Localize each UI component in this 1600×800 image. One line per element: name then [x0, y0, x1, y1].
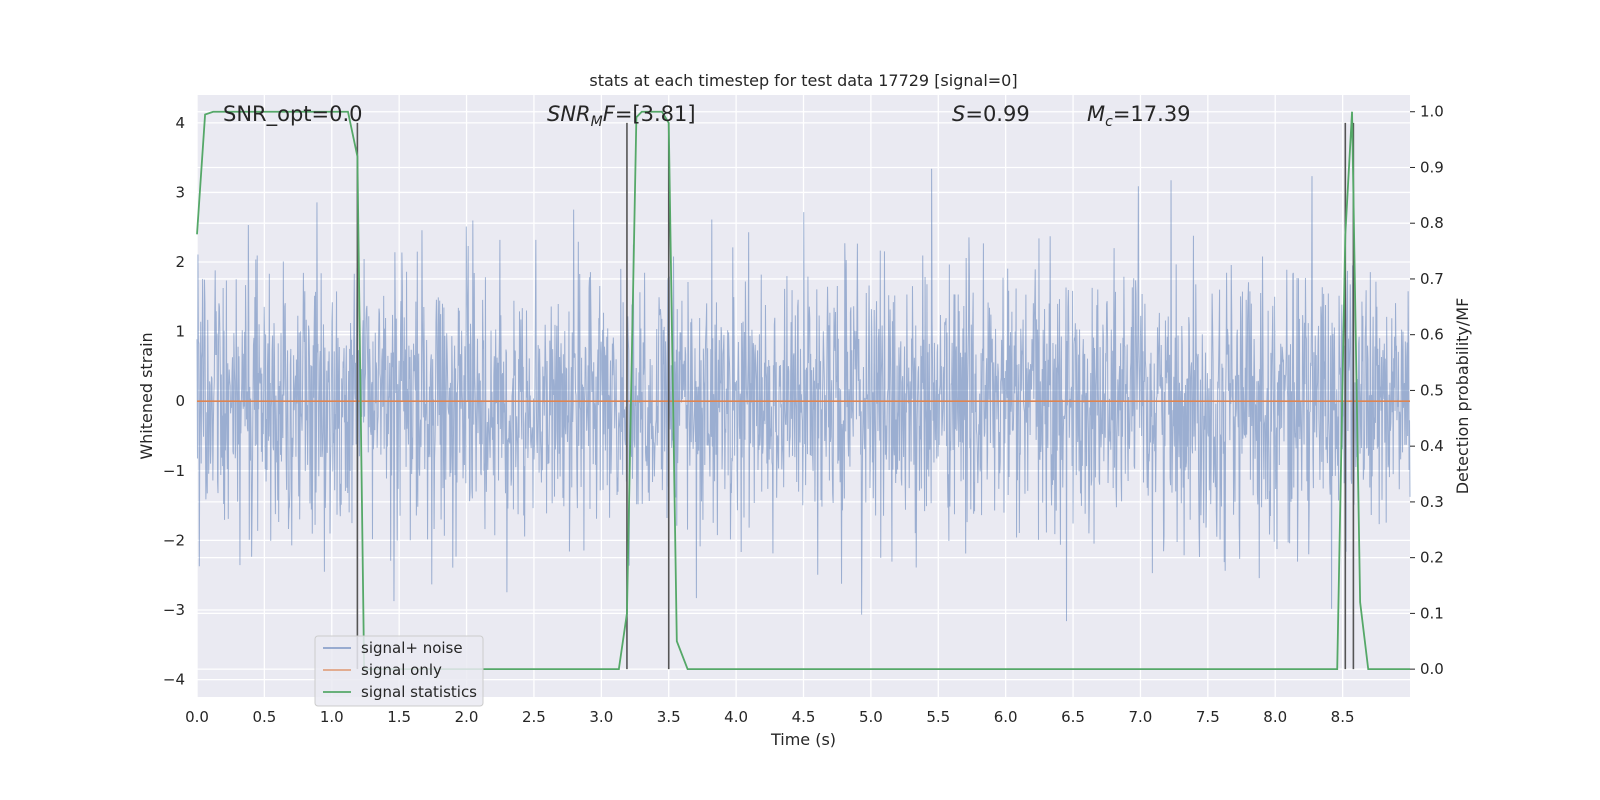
- x-tick-label: 0.0: [185, 708, 209, 726]
- signal-statistics-line: [196, 110, 1410, 671]
- x-tick-label: 2.5: [522, 708, 546, 726]
- legend-box: [314, 635, 484, 707]
- y-tick-label-right: 0.4: [1420, 437, 1444, 455]
- x-axis-label: Time (s): [770, 730, 836, 749]
- axis-ticks: 0.0 0.5 1.0 1.5 2.0 2.5 3.0 3.5 4.0 4.5 5.0 5.5 6.0 6…: [163, 103, 1444, 726]
- y-tick-label-left: 3: [175, 183, 185, 201]
- annotation-s-stat: S=0.99: [952, 102, 1030, 126]
- annotation-snr-mf: SNRMF=[3.81]: [547, 102, 696, 130]
- y-tick-label-left: −4: [163, 671, 185, 689]
- legend-label-signal-noise: signal+ noise: [361, 639, 463, 657]
- y-tick-label-right: 0.3: [1420, 493, 1444, 511]
- x-tick-label: 6.5: [1061, 708, 1085, 726]
- y-tick-label-left: −2: [163, 531, 185, 549]
- x-tick-label: 4.5: [792, 708, 816, 726]
- x-tick-label: 0.5: [252, 708, 276, 726]
- y-tick-label-right: 0.9: [1420, 158, 1444, 176]
- annotation-chirp-mass: Mc=17.39: [1087, 102, 1191, 130]
- annotation-mc-sub: c: [1105, 114, 1113, 130]
- legend: signal+ noise signal only signal statist…: [314, 635, 484, 707]
- y-tick-label-right: 0.1: [1420, 604, 1444, 622]
- x-tick-label: 2.0: [455, 708, 479, 726]
- y-tick-label-right: 1.0: [1420, 103, 1444, 121]
- y-axis-label-right: Detection probability/MF: [1453, 298, 1472, 495]
- y-tick-label-left: 2: [175, 253, 185, 271]
- legend-label-signal-statistics: signal statistics: [361, 683, 477, 701]
- y-axis-label-left: Whitened strain: [137, 332, 156, 459]
- legend-label-signal-only: signal only: [361, 661, 442, 679]
- chart-title: stats at each timestep for test data 177…: [589, 71, 1017, 90]
- y-tick-label-right: 0.0: [1420, 660, 1444, 678]
- x-tick-label: 6.0: [994, 708, 1018, 726]
- x-tick-label: 4.0: [724, 708, 748, 726]
- x-tick-label: 1.0: [320, 708, 344, 726]
- annotation-s-rest: =0.99: [965, 102, 1029, 126]
- x-tick-label: 1.5: [387, 708, 411, 726]
- annotation-mc-rest: =17.39: [1113, 102, 1191, 126]
- y-tick-label-right: 0.2: [1420, 549, 1444, 567]
- annotation-s-main: S: [952, 102, 965, 126]
- y-tick-label-right: 0.6: [1420, 326, 1444, 344]
- annotation-snr-mf-sub: M: [591, 114, 603, 130]
- y-tick-label-right: 0.5: [1420, 381, 1444, 399]
- y-tick-label-left: −1: [163, 462, 185, 480]
- annotation-snr-mf-main: SNR: [547, 102, 591, 126]
- series-signal-noise: [196, 168, 1411, 622]
- x-tick-label: 7.5: [1196, 708, 1220, 726]
- x-tick-label: 5.5: [926, 708, 950, 726]
- annotation-snr-mf-f: F: [603, 102, 616, 126]
- x-tick-label: 3.0: [589, 708, 613, 726]
- x-tick-label: 8.0: [1263, 708, 1287, 726]
- annotation-snr-opt: SNR_opt=0.0: [223, 102, 363, 127]
- y-tick-label-left: 0: [175, 392, 185, 410]
- x-tick-label: 3.5: [657, 708, 681, 726]
- x-tick-label: 8.5: [1331, 708, 1355, 726]
- annotation-mc-main: M: [1087, 102, 1105, 126]
- y-tick-label-right: 0.7: [1420, 270, 1444, 288]
- y-tick-label-left: 1: [175, 323, 185, 341]
- y-tick-label-left: 4: [175, 114, 185, 132]
- x-tick-label: 7.0: [1129, 708, 1153, 726]
- y-tick-label-right: 0.8: [1420, 214, 1444, 232]
- y-tick-label-left: −3: [163, 601, 185, 619]
- series-signal-statistics: [196, 110, 1410, 671]
- signal-noise-line: [196, 168, 1411, 622]
- x-tick-label: 5.0: [859, 708, 883, 726]
- annotation-snr-mf-rest: =[3.81]: [615, 102, 696, 126]
